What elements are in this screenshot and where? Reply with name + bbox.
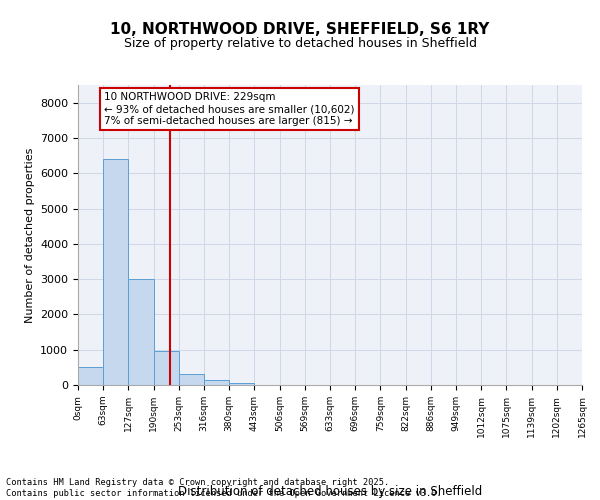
Bar xyxy=(128,279,154,385)
Text: 10 NORTHWOOD DRIVE: 229sqm
← 93% of detached houses are smaller (10,602)
7% of s: 10 NORTHWOOD DRIVE: 229sqm ← 93% of deta… xyxy=(104,92,355,126)
Text: 10, NORTHWOOD DRIVE, SHEFFIELD, S6 1RY: 10, NORTHWOOD DRIVE, SHEFFIELD, S6 1RY xyxy=(110,22,490,38)
Y-axis label: Number of detached properties: Number of detached properties xyxy=(25,148,35,322)
Bar xyxy=(103,159,128,385)
X-axis label: Distribution of detached houses by size in Sheffield: Distribution of detached houses by size … xyxy=(178,486,482,498)
Text: Contains HM Land Registry data © Crown copyright and database right 2025.
Contai: Contains HM Land Registry data © Crown c… xyxy=(6,478,442,498)
Bar xyxy=(179,374,204,385)
Bar xyxy=(229,383,254,385)
Bar xyxy=(154,352,179,385)
Text: Size of property relative to detached houses in Sheffield: Size of property relative to detached ho… xyxy=(124,38,476,51)
Bar xyxy=(204,380,229,385)
Bar xyxy=(78,368,103,385)
